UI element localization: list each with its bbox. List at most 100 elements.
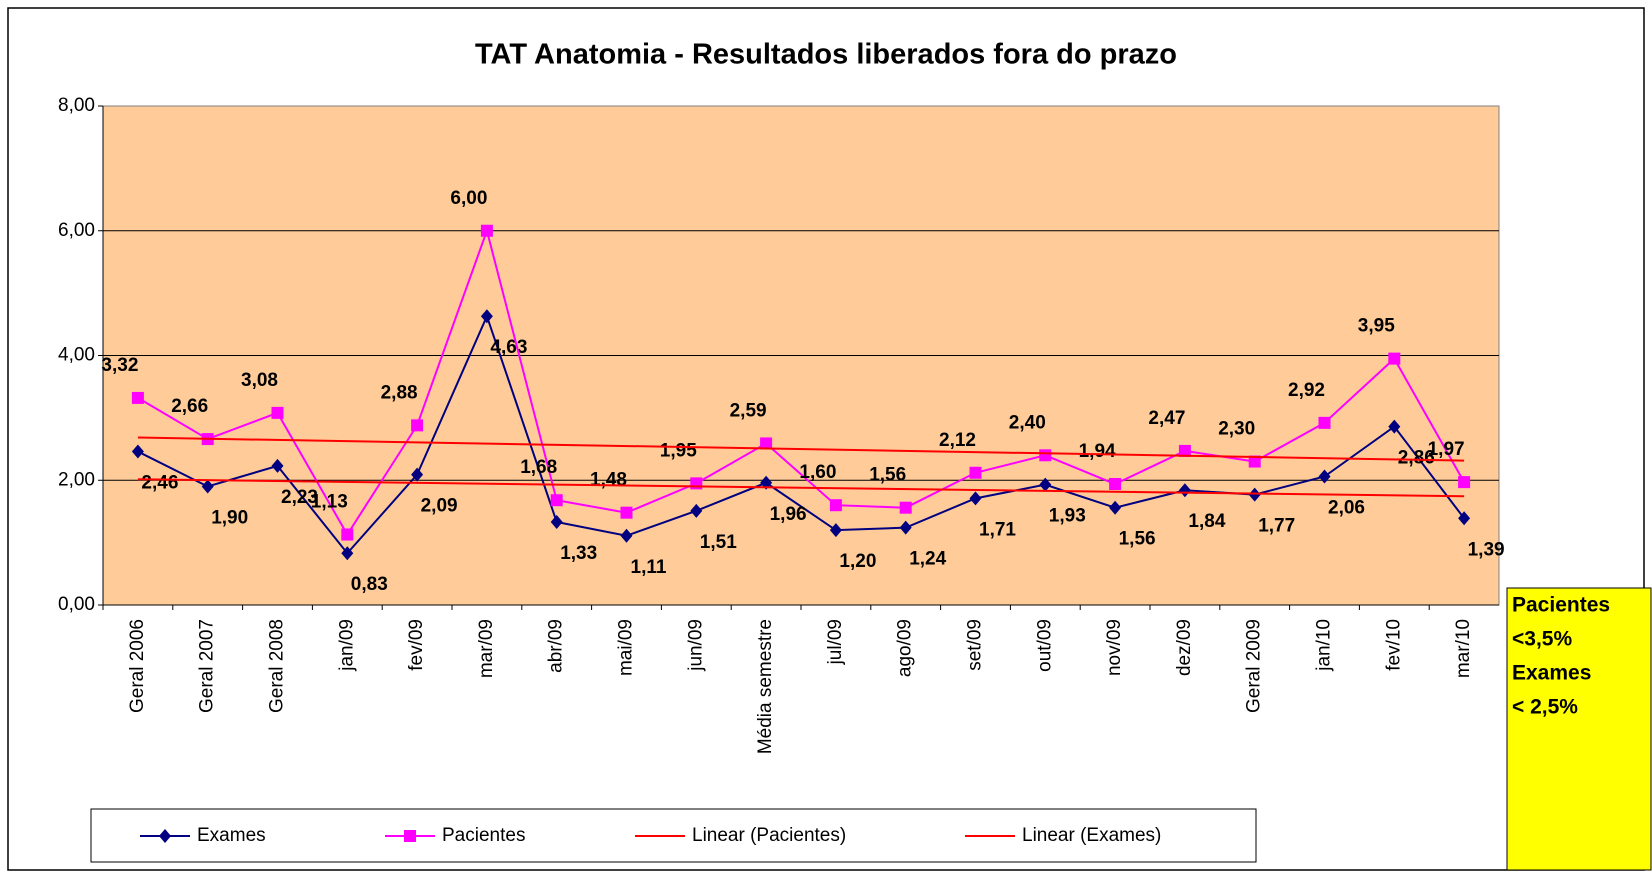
legend-label: Pacientes (442, 825, 525, 846)
x-tick-label: Geral 2007 (197, 619, 218, 713)
data-label: 1,68 (520, 457, 557, 478)
data-label: 1,56 (1119, 529, 1156, 550)
data-point (899, 501, 912, 514)
data-label: 1,33 (560, 543, 597, 564)
x-tick-label: jan/10 (1314, 619, 1335, 672)
data-label: 3,95 (1358, 316, 1395, 337)
trend-line (137, 436, 1465, 462)
data-label: 2,86 (1398, 448, 1435, 469)
data-label: 1,71 (979, 519, 1016, 540)
data-point (550, 494, 563, 507)
data-point (131, 444, 144, 459)
data-point (760, 437, 773, 450)
data-label: 2,66 (171, 396, 208, 417)
data-label: 3,08 (241, 370, 278, 391)
legend-label: Linear (Exames) (1022, 825, 1161, 846)
data-label: 0,83 (351, 574, 388, 595)
data-label: 2,30 (1218, 419, 1255, 440)
data-point (550, 515, 563, 530)
data-point (1109, 500, 1122, 515)
data-point (1388, 352, 1401, 365)
data-point (899, 520, 912, 535)
data-label: 2,06 (1328, 498, 1365, 519)
x-tick-label: ago/09 (895, 619, 916, 677)
data-label: 1,39 (1468, 539, 1505, 560)
legend-marker (159, 829, 171, 843)
data-label: 1,51 (700, 532, 737, 553)
y-tick-label: 8,00 (58, 95, 95, 116)
data-label: 1,20 (839, 551, 876, 572)
data-point (1458, 511, 1471, 526)
legend-marker (404, 830, 416, 842)
data-point (131, 391, 144, 404)
data-point (969, 466, 982, 479)
data-point (1178, 483, 1191, 498)
annotation-box (1506, 587, 1652, 871)
data-point (341, 528, 354, 541)
data-label: 2,92 (1288, 380, 1325, 401)
y-tick-label: 4,00 (58, 345, 95, 366)
data-point (1248, 455, 1261, 468)
data-point (829, 499, 842, 512)
data-point (690, 503, 703, 518)
x-tick-label: fev/09 (406, 619, 427, 671)
data-label: 4,63 (490, 337, 527, 358)
data-label: 1,97 (1428, 439, 1465, 460)
data-label: 2,23 (281, 487, 318, 508)
y-tick-label: 6,00 (58, 220, 95, 241)
data-point (1318, 416, 1331, 429)
data-point (1039, 477, 1052, 492)
data-point (620, 528, 633, 543)
y-tick-label: 2,00 (58, 469, 95, 490)
x-tick-label: jun/09 (685, 619, 706, 672)
data-label: 3,32 (101, 355, 138, 376)
data-point (271, 458, 284, 473)
data-point (620, 506, 633, 519)
data-point (969, 491, 982, 506)
data-point (690, 477, 703, 490)
data-point (271, 406, 284, 419)
legend-label: Exames (197, 825, 266, 846)
x-tick-label: mar/09 (476, 619, 497, 678)
x-tick-label: set/09 (965, 619, 986, 671)
data-label: 1,95 (660, 440, 697, 461)
annotation-text: < 2,5% (1512, 696, 1578, 719)
annotation-text: Pacientes (1512, 594, 1610, 617)
data-label: 2,46 (141, 473, 178, 494)
data-label: 2,88 (381, 382, 418, 403)
data-label: 1,48 (590, 470, 627, 491)
x-tick-label: mai/09 (616, 619, 637, 676)
data-point (411, 467, 424, 482)
x-tick-label: Geral 2008 (267, 619, 288, 713)
data-label: 1,13 (311, 492, 348, 513)
x-tick-label: mar/10 (1453, 619, 1474, 678)
data-label: 1,60 (799, 462, 836, 483)
annotation-text: Exames (1512, 662, 1591, 685)
data-label: 1,96 (770, 504, 807, 525)
data-point (201, 479, 214, 494)
data-label: 1,24 (909, 549, 946, 570)
x-tick-label: jan/09 (336, 619, 357, 672)
x-tick-label: Média semestre (755, 619, 776, 754)
x-tick-label: jul/09 (825, 619, 846, 665)
data-point (1458, 476, 1471, 489)
data-point (1248, 487, 1261, 502)
data-label: 2,59 (730, 400, 767, 421)
data-label: 1,93 (1049, 506, 1086, 527)
data-label: 1,77 (1258, 516, 1295, 537)
data-label: 1,84 (1188, 511, 1225, 532)
data-point (1109, 477, 1122, 490)
trend-line (137, 478, 1465, 498)
data-label: 2,09 (421, 496, 458, 517)
data-label: 1,90 (211, 508, 248, 529)
data-point (1039, 449, 1052, 462)
data-point (480, 309, 493, 324)
data-label: 2,40 (1009, 412, 1046, 433)
x-tick-label: Geral 2006 (127, 619, 148, 713)
data-point (1318, 469, 1331, 484)
data-label: 6,00 (450, 188, 487, 209)
x-tick-label: fev/10 (1383, 619, 1404, 671)
data-point (1178, 444, 1191, 457)
x-tick-label: out/09 (1034, 619, 1055, 672)
